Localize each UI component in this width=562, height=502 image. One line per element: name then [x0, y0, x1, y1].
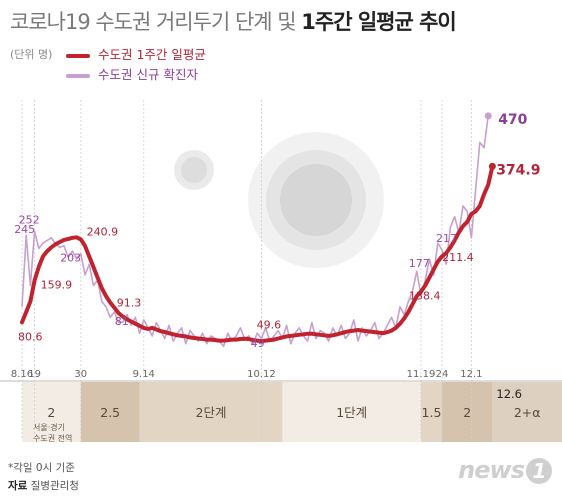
data-label-daily: 49 [251, 337, 265, 350]
legend-swatch-daily [66, 73, 90, 78]
stage-label: 2 [463, 405, 471, 420]
legend-label-daily: 수도권 신규 확진자 [98, 67, 198, 82]
stage-label: 2단계 [196, 405, 227, 420]
x-tick-label: 19 [28, 369, 41, 380]
x-tick-label: 11.19 [407, 369, 436, 380]
data-label-daily: 470 [498, 112, 527, 128]
data-label-weekly: 138.4 [409, 290, 441, 303]
x-tick-label: 30 [74, 369, 87, 380]
series-line-weekly [20, 164, 495, 344]
data-label-weekly: 159.9 [41, 278, 73, 291]
series-group [20, 112, 496, 348]
footnote-source: 자료 질병관리청 [8, 478, 79, 493]
data-label-weekly: 49.6 [257, 319, 282, 332]
title-light: 코로나19 수도권 거리두기 단계 및 [10, 10, 297, 34]
data-label-weekly: 211.4 [442, 251, 474, 264]
data-label-weekly: 374.9 [496, 162, 540, 178]
data-label-weekly: 240.9 [87, 225, 119, 238]
x-tick-label: 12.1 [460, 369, 482, 380]
title-bold: 1주간 일평균 추이 [301, 10, 456, 34]
stage-label: 2.5 [100, 405, 120, 420]
logo-mark: 1 [526, 458, 552, 484]
stage-block [282, 382, 421, 442]
legend-item-weekly: 수도권 1주간 일평균 [66, 44, 206, 63]
stage-label: 2 [47, 405, 55, 420]
virus-illustration [174, 132, 384, 268]
data-label-weekly: 91.3 [117, 297, 142, 310]
data-label-daily: 177 [409, 257, 430, 270]
legend-swatch-weekly [66, 53, 90, 58]
logo-text: news [458, 456, 525, 484]
data-label-daily: 245 [14, 223, 35, 236]
data-label-daily: 81 [115, 315, 129, 328]
data-label-weekly: 80.6 [18, 330, 43, 343]
stage-label: 1.5 [422, 405, 442, 420]
end-point-weekly [488, 162, 496, 170]
source-value: 질병관리청 [30, 480, 79, 492]
source-label: 자료 [8, 480, 28, 492]
news1-logo: news 1 [458, 456, 552, 484]
stage-block [80, 382, 140, 442]
stage-block [22, 382, 81, 442]
data-label-daily: 252 [19, 213, 40, 226]
end-point-daily [484, 112, 492, 120]
stage-note-seoul: 서울·경기 [33, 422, 65, 432]
chart-title: 코로나19 수도권 거리두기 단계 및 1주간 일평균 추이 [10, 6, 457, 36]
data-label-daily: 217 [436, 232, 457, 245]
stage-block [442, 382, 493, 442]
x-tick-label: 9.14 [133, 369, 155, 380]
legend-item-daily: 수도권 신규 확진자 [66, 64, 198, 83]
footnote-note: *각일 0시 기준 [8, 462, 75, 474]
stage-block [139, 382, 283, 442]
x-tick-label: 10.12 [247, 369, 276, 380]
stage-label: 1단계 [336, 405, 367, 420]
stage-block [421, 382, 442, 442]
unit-label: (단위 명) [10, 48, 53, 61]
date-guides [21, 100, 472, 440]
stage-block [492, 382, 562, 442]
legend-label-weekly: 수도권 1주간 일평균 [98, 47, 206, 62]
stage-date-12-6: 12.6 [496, 387, 522, 401]
x-tick-label: 24 [436, 369, 449, 380]
stage-label: 2+α [514, 405, 541, 420]
data-label-daily: 203 [60, 251, 81, 264]
stage-note-metro: 수도권 전역 [33, 433, 72, 443]
data-labels: 80.6 159.9 240.9 91.3 49.6 138.4 211.4 374.9 245… [14, 112, 540, 350]
x-tick-label: 8.16 [11, 369, 33, 380]
